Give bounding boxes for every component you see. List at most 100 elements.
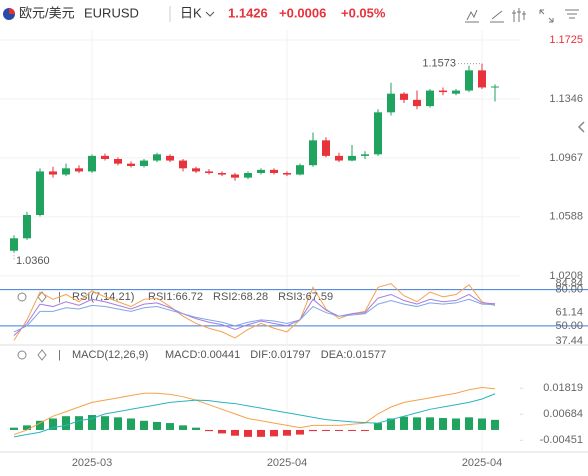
line-icon[interactable]: [490, 10, 504, 23]
y-tick-label: 1.1725: [549, 34, 583, 46]
candle-body: [127, 163, 135, 166]
candle-body: [413, 99, 421, 107]
macd-bar: [101, 416, 109, 430]
legend-entry: RSI1:66.72: [148, 291, 203, 303]
macd-bar: [387, 418, 395, 430]
candle-body: [309, 140, 317, 166]
macd-bar: [179, 425, 187, 430]
macd-bar: [322, 429, 330, 431]
y-tick-label: 0.00684: [543, 408, 583, 420]
candle-body: [478, 70, 486, 88]
legend-entry: RSI2:68.28: [213, 291, 268, 303]
macd-bar: [244, 429, 252, 437]
y-tick-label: -0.00451: [540, 434, 583, 446]
toolbar: [465, 8, 579, 23]
change-pct: +0.05%: [341, 5, 386, 20]
candle-body: [374, 112, 382, 155]
candle-body: [257, 169, 265, 173]
candle-body: [218, 172, 226, 175]
macd-bar: [374, 423, 382, 430]
candle-icon[interactable]: [512, 8, 526, 22]
draw-icon[interactable]: [465, 9, 479, 23]
candle-body: [36, 171, 44, 215]
annotation: 1.1573: [422, 58, 456, 70]
rsi-line: [13, 298, 496, 333]
candle-body: [465, 70, 473, 91]
macd-bar: [49, 418, 57, 430]
macd-bar: [296, 429, 304, 435]
y-tick-label: 1.0208: [549, 270, 583, 282]
rsi-line: [13, 283, 496, 341]
macd-bar: [257, 429, 265, 437]
macd-bar: [348, 429, 356, 431]
macd-bar: [218, 429, 226, 434]
macd-bar: [413, 417, 421, 430]
candle-body: [452, 90, 460, 94]
macd-bar: [452, 418, 460, 430]
candle-body: [179, 160, 187, 169]
macd-bar: [283, 429, 291, 436]
indicator-title: MACD(12,26,9): [72, 349, 148, 361]
legend-entry: DIF:0.01797: [250, 349, 311, 361]
candle-body: [140, 160, 148, 166]
candle-body: [348, 155, 356, 161]
macd-bar: [426, 417, 434, 430]
candle-body: [23, 214, 31, 239]
rsi-line: [13, 293, 496, 336]
y-tick-label: 37.44: [555, 335, 583, 347]
y-tick-label: 1.0967: [549, 152, 583, 164]
y-tick-label: 1.0588: [549, 211, 583, 223]
y-tick-label: 61.14: [555, 306, 583, 318]
price: 1.1426: [228, 5, 268, 20]
macd-bar: [10, 427, 18, 430]
gear-icon[interactable]: [37, 349, 47, 361]
candle-body: [387, 93, 395, 113]
macd-bar: [140, 420, 148, 430]
x-tick-label: 2025-03: [72, 457, 112, 469]
candle-body: [400, 93, 408, 100]
settings-icon[interactable]: [565, 9, 579, 19]
candle-body: [192, 168, 200, 172]
macd-line: [13, 386, 496, 436]
macd-bar: [465, 417, 473, 430]
pair-name: 欧元/美元: [19, 5, 75, 20]
gear-icon[interactable]: [37, 291, 47, 303]
x-tick-label: 2025-04: [462, 457, 502, 469]
candle-body: [361, 154, 369, 156]
fullscreen-icon[interactable]: [539, 9, 554, 23]
macd-bar: [439, 418, 447, 430]
separator-text: |: [58, 349, 61, 361]
eye-icon[interactable]: [17, 292, 27, 302]
macd-line: [13, 393, 496, 438]
candle-body: [62, 168, 70, 175]
eye-icon[interactable]: [17, 350, 27, 360]
candle-body: [283, 172, 291, 175]
macd-bar: [23, 425, 31, 430]
macd-header: |: [17, 349, 61, 361]
change: +0.0006: [279, 5, 326, 20]
candle-body: [75, 168, 83, 172]
candle-body: [270, 169, 278, 173]
candle-body: [153, 154, 161, 161]
macd-bar: [231, 429, 239, 436]
header: 欧元/美元 EURUSD 日K 1.1426 +0.0006 +0.05%: [3, 5, 585, 133]
macd-bar: [192, 427, 200, 430]
candle-body: [231, 174, 239, 178]
y-tick-label: 0.01819: [543, 382, 583, 394]
candle-body: [88, 155, 96, 172]
y-tick-label: 84.84: [555, 278, 583, 290]
period[interactable]: 日K: [180, 5, 202, 20]
candle-body: [49, 171, 57, 175]
macd-bar: [309, 429, 317, 432]
dropdown-icon[interactable]: [205, 11, 215, 17]
macd-bar: [400, 416, 408, 430]
candle-body: [166, 155, 174, 161]
legend-entry: DEA:0.01577: [321, 349, 386, 361]
macd-bar: [361, 429, 369, 431]
x-tick-label: 2025-04: [267, 457, 307, 469]
candle-body: [10, 238, 18, 251]
candle-body: [205, 171, 213, 173]
collapse-arrow[interactable]: [577, 121, 585, 133]
macd-bar: [127, 418, 135, 430]
macd-bar: [88, 415, 96, 430]
